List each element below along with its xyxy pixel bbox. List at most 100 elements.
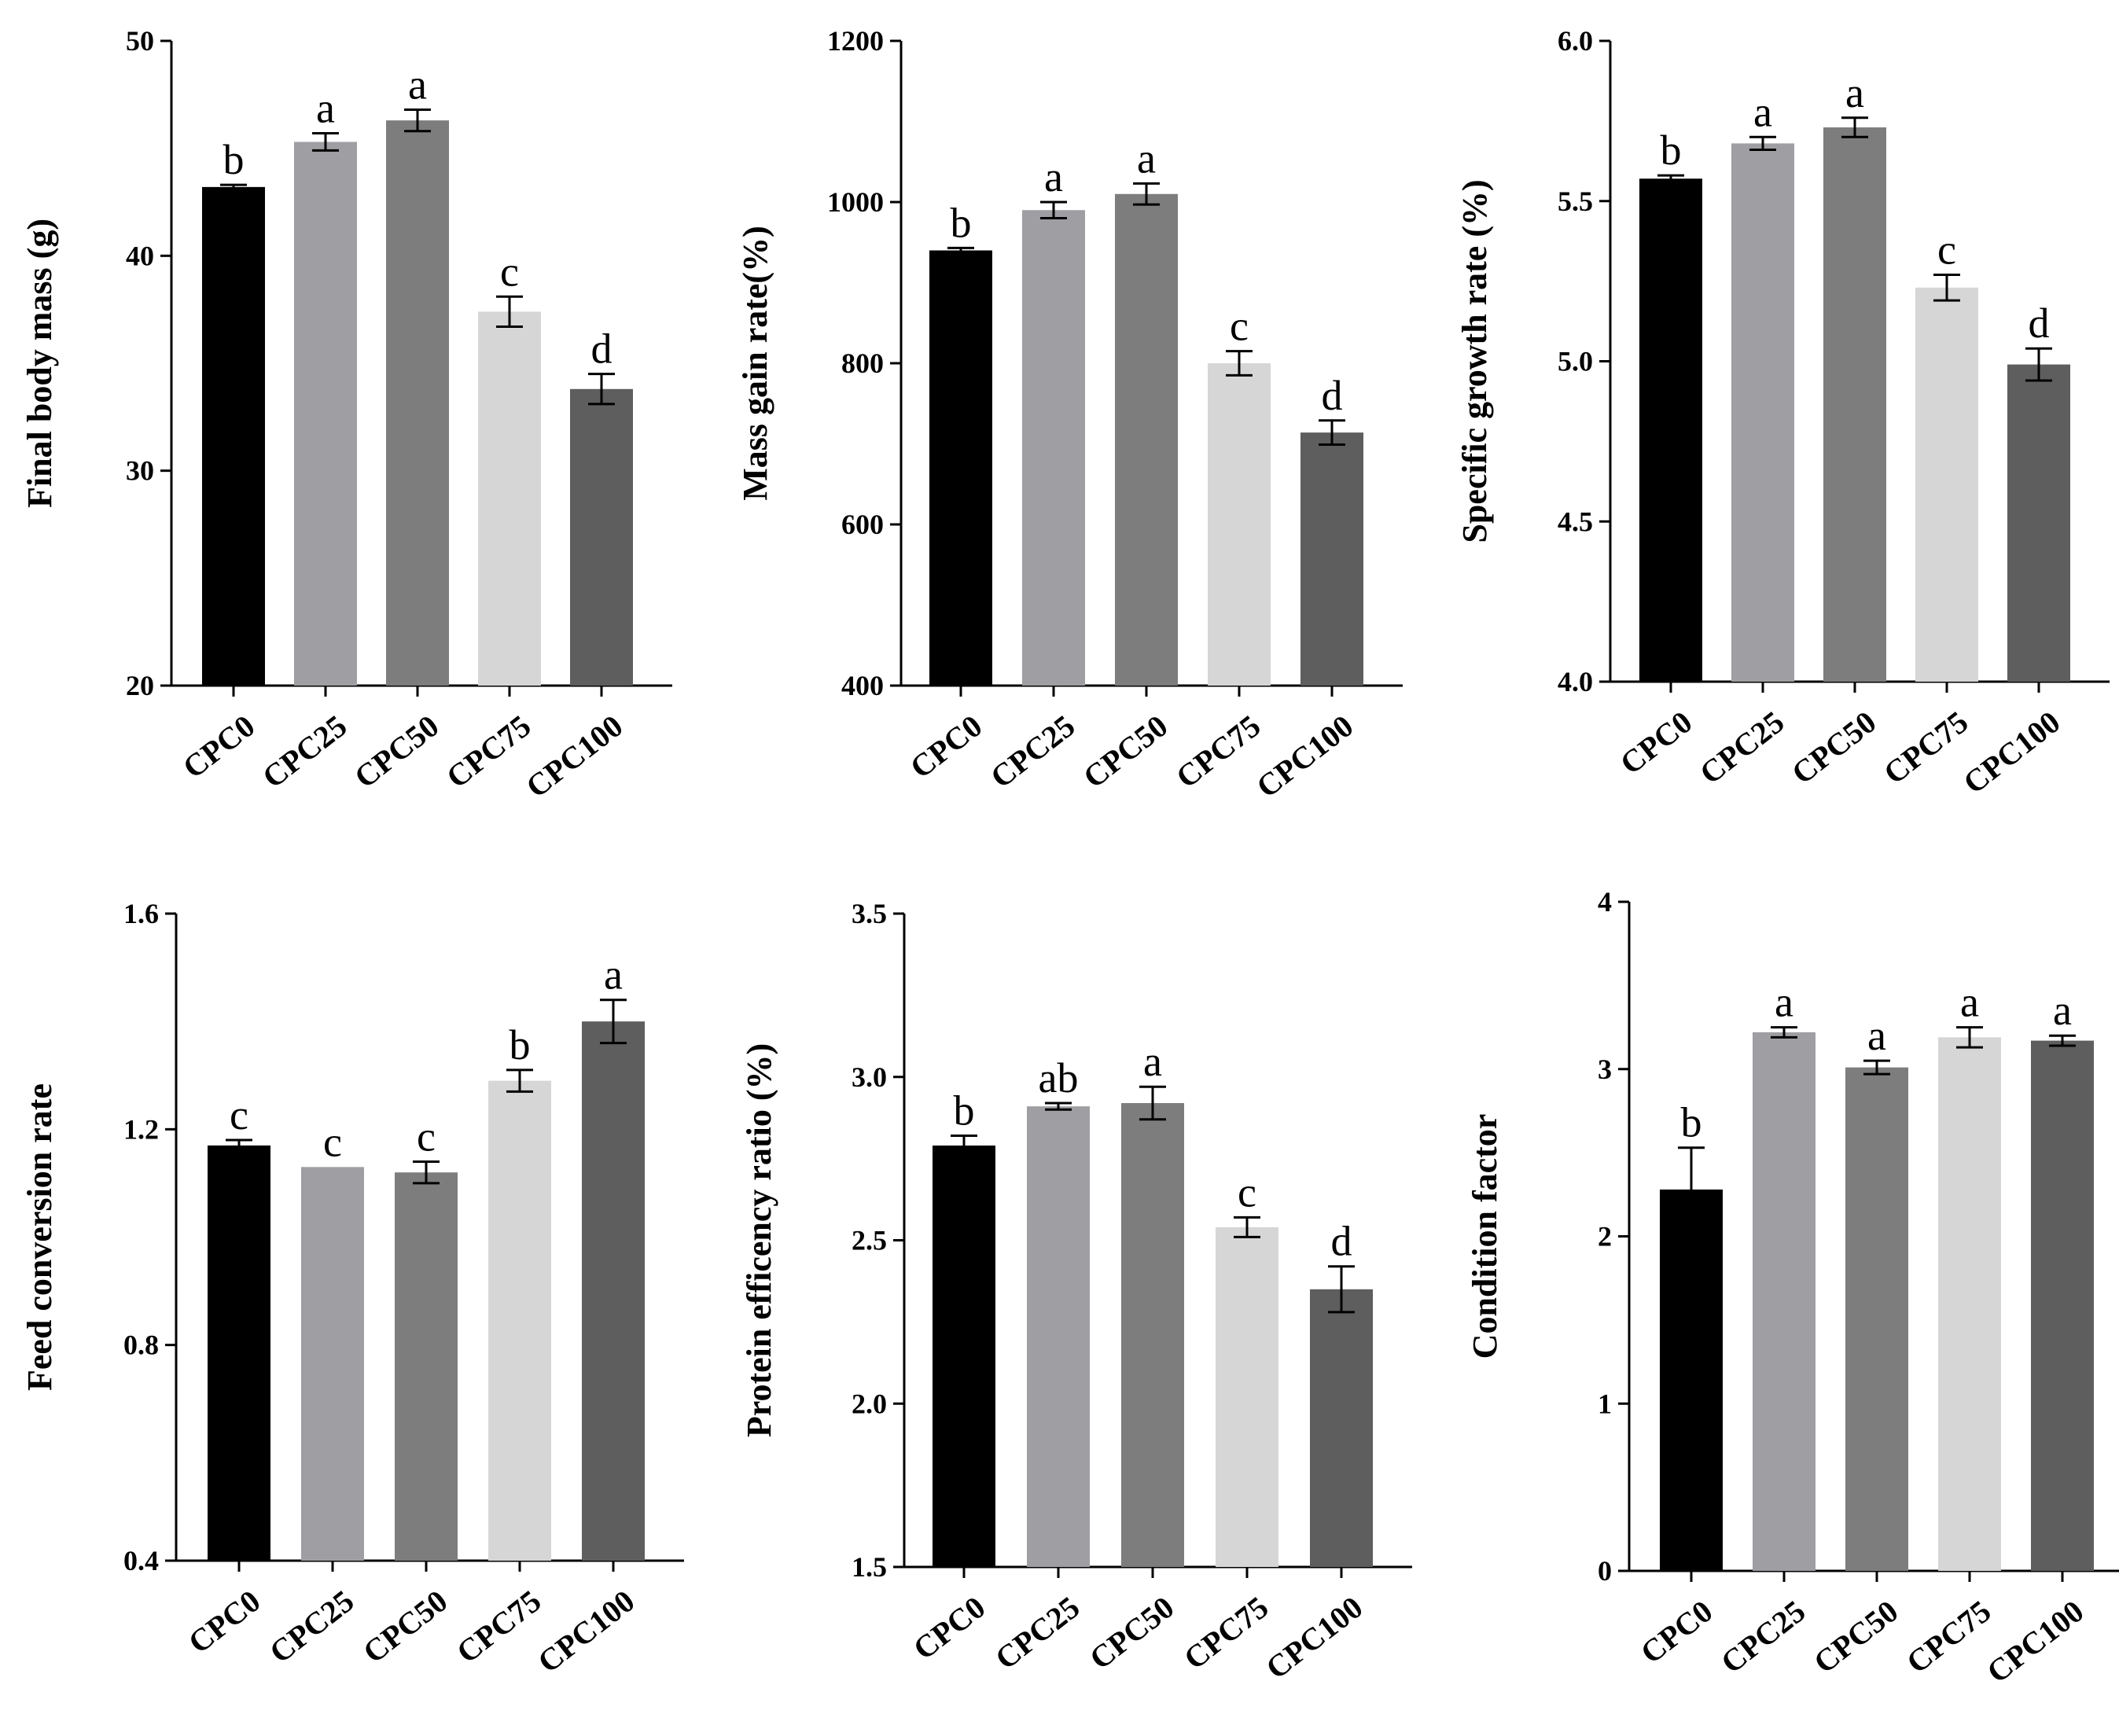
y-axis-title: Mass gain rate(%)	[736, 226, 774, 501]
y-tick-label: 1000	[827, 186, 884, 218]
y-tick-label: 2.0	[852, 1388, 887, 1419]
error-bar	[413, 1160, 440, 1185]
x-category-label: CPC0	[1613, 704, 1698, 781]
significance-letter: a	[408, 61, 427, 108]
y-tick-label: 5.5	[1558, 186, 1593, 217]
error-bar	[1933, 273, 1960, 302]
significance-letter: b	[1661, 127, 1682, 174]
panel-mass-gain-rate: 400 600 800 1000 1200 Mass gain rate(%) b CPC0 a…	[736, 25, 1403, 804]
bar-cpc75	[1216, 1227, 1278, 1567]
significance-letter: a	[1867, 1012, 1886, 1059]
significance-letter: a	[1143, 1038, 1162, 1085]
x-category-label: CPC25	[263, 1583, 360, 1670]
panel-protein-efficiency-ratio: 1.5 2.0 2.5 3.0 3.5 Protein efficency ratio (…	[740, 898, 1412, 1686]
x-category-label: CPC50	[1076, 708, 1174, 795]
panel-condition-factor: 0 1 2 3 4 Condition factor b CPC0 a CPC25 a CPC50 a C…	[1466, 886, 2119, 1690]
significance-letter: d	[1331, 1218, 1352, 1265]
y-tick-label: 800	[841, 348, 884, 379]
x-category-label: CPC50	[1083, 1589, 1180, 1676]
error-bar	[1133, 182, 1160, 206]
significance-letter: b	[510, 1021, 531, 1068]
y-tick-label: 0	[1598, 1555, 1612, 1587]
significance-letter: c	[1238, 1168, 1256, 1216]
error-bar	[1045, 1102, 1072, 1111]
error-bar	[1319, 419, 1345, 447]
error-bar	[1841, 116, 1868, 138]
y-tick-label: 3.0	[852, 1061, 887, 1093]
significance-letter: c	[1230, 303, 1249, 350]
bar-cpc100	[570, 388, 633, 686]
significance-letter: a	[1845, 69, 1864, 116]
significance-letter: b	[1681, 1099, 1702, 1146]
y-tick-label: 2	[1598, 1221, 1612, 1252]
error-bar	[1226, 350, 1253, 377]
error-bar	[404, 108, 431, 133]
bar-cpc100	[1310, 1289, 1373, 1567]
x-category-label: CPC100	[1980, 1593, 2090, 1690]
bar-cpc0	[933, 1146, 995, 1567]
bar-cpc0	[208, 1145, 270, 1561]
bar-cpc75	[478, 311, 541, 686]
y-tick-label: 3	[1598, 1054, 1612, 1085]
significance-letter: ab	[1039, 1054, 1079, 1102]
bar-cpc25	[1731, 143, 1794, 682]
significance-letter: c	[1937, 226, 1956, 273]
y-tick-label: 6.0	[1558, 25, 1593, 57]
y-tick-label: 3.5	[852, 898, 887, 929]
x-category-label: CPC25	[984, 708, 1081, 795]
y-tick-label: 1.2	[123, 1113, 159, 1145]
x-category-label: CPC50	[1785, 704, 1882, 791]
y-tick-label: 600	[841, 509, 884, 540]
error-bar	[1678, 1146, 1705, 1233]
bar-cpc0	[1660, 1189, 1723, 1571]
y-tick-label: 4.0	[1558, 666, 1593, 697]
y-tick-label: 0.4	[123, 1545, 159, 1576]
x-category-label: CPC75	[1900, 1593, 1997, 1680]
error-bar	[1139, 1085, 1166, 1121]
bar-cpc100	[2031, 1040, 2094, 1571]
significance-letter: b	[223, 136, 245, 183]
x-category-label: CPC50	[1807, 1593, 1904, 1680]
error-bar	[506, 1068, 533, 1093]
error-bar	[588, 373, 615, 406]
error-bar	[1234, 1216, 1260, 1238]
x-category-label: CPC75	[450, 1583, 547, 1670]
significance-letter: c	[323, 1118, 342, 1165]
error-bar	[1040, 200, 1067, 219]
y-tick-label: 40	[126, 240, 154, 271]
x-category-label: CPC50	[356, 1583, 454, 1670]
y-tick-label: 2.5	[852, 1225, 887, 1256]
bar-cpc75	[1938, 1037, 2001, 1571]
x-category-label: CPC100	[531, 1583, 641, 1679]
significance-letter: b	[954, 1087, 975, 1135]
panel-feed-conversion-rate: 0.4 0.8 1.2 1.6 Feed conversion rate c CPC0 c CP…	[20, 898, 684, 1679]
x-category-label: CPC25	[1714, 1593, 1812, 1680]
bar-cpc50	[395, 1172, 458, 1561]
bar-cpc100	[582, 1021, 645, 1561]
bar-cpc100	[2007, 364, 2070, 682]
significance-letter: c	[230, 1091, 248, 1138]
y-axis-title: Protein efficency ratio (%)	[740, 1043, 778, 1437]
significance-letter: d	[591, 326, 613, 373]
x-category-label: CPC25	[988, 1589, 1086, 1676]
x-category-label: CPC75	[1169, 708, 1267, 795]
y-tick-label: 4.5	[1558, 506, 1593, 537]
significance-letter: a	[1044, 153, 1063, 200]
x-category-label: CPC100	[1249, 708, 1359, 804]
error-bar	[947, 246, 974, 255]
y-tick-label: 5.0	[1558, 346, 1593, 377]
bar-cpc75	[1208, 363, 1271, 686]
bar-cpc100	[1300, 432, 1363, 686]
x-category-label: CPC50	[348, 708, 445, 795]
significance-letter: c	[417, 1113, 436, 1160]
x-category-label: CPC0	[903, 708, 988, 785]
y-tick-label: 1200	[827, 25, 884, 57]
significance-letter: a	[604, 951, 623, 999]
bar-cpc25	[1022, 210, 1085, 686]
x-category-label: CPC0	[1634, 1593, 1719, 1670]
panel-specific-growth-rate: 4.0 4.5 5.0 5.5 6.0 Specific growth rate (%) b…	[1455, 25, 2110, 800]
error-bar	[312, 132, 339, 152]
x-category-label: CPC0	[176, 708, 261, 785]
x-category-label: CPC0	[182, 1583, 267, 1660]
